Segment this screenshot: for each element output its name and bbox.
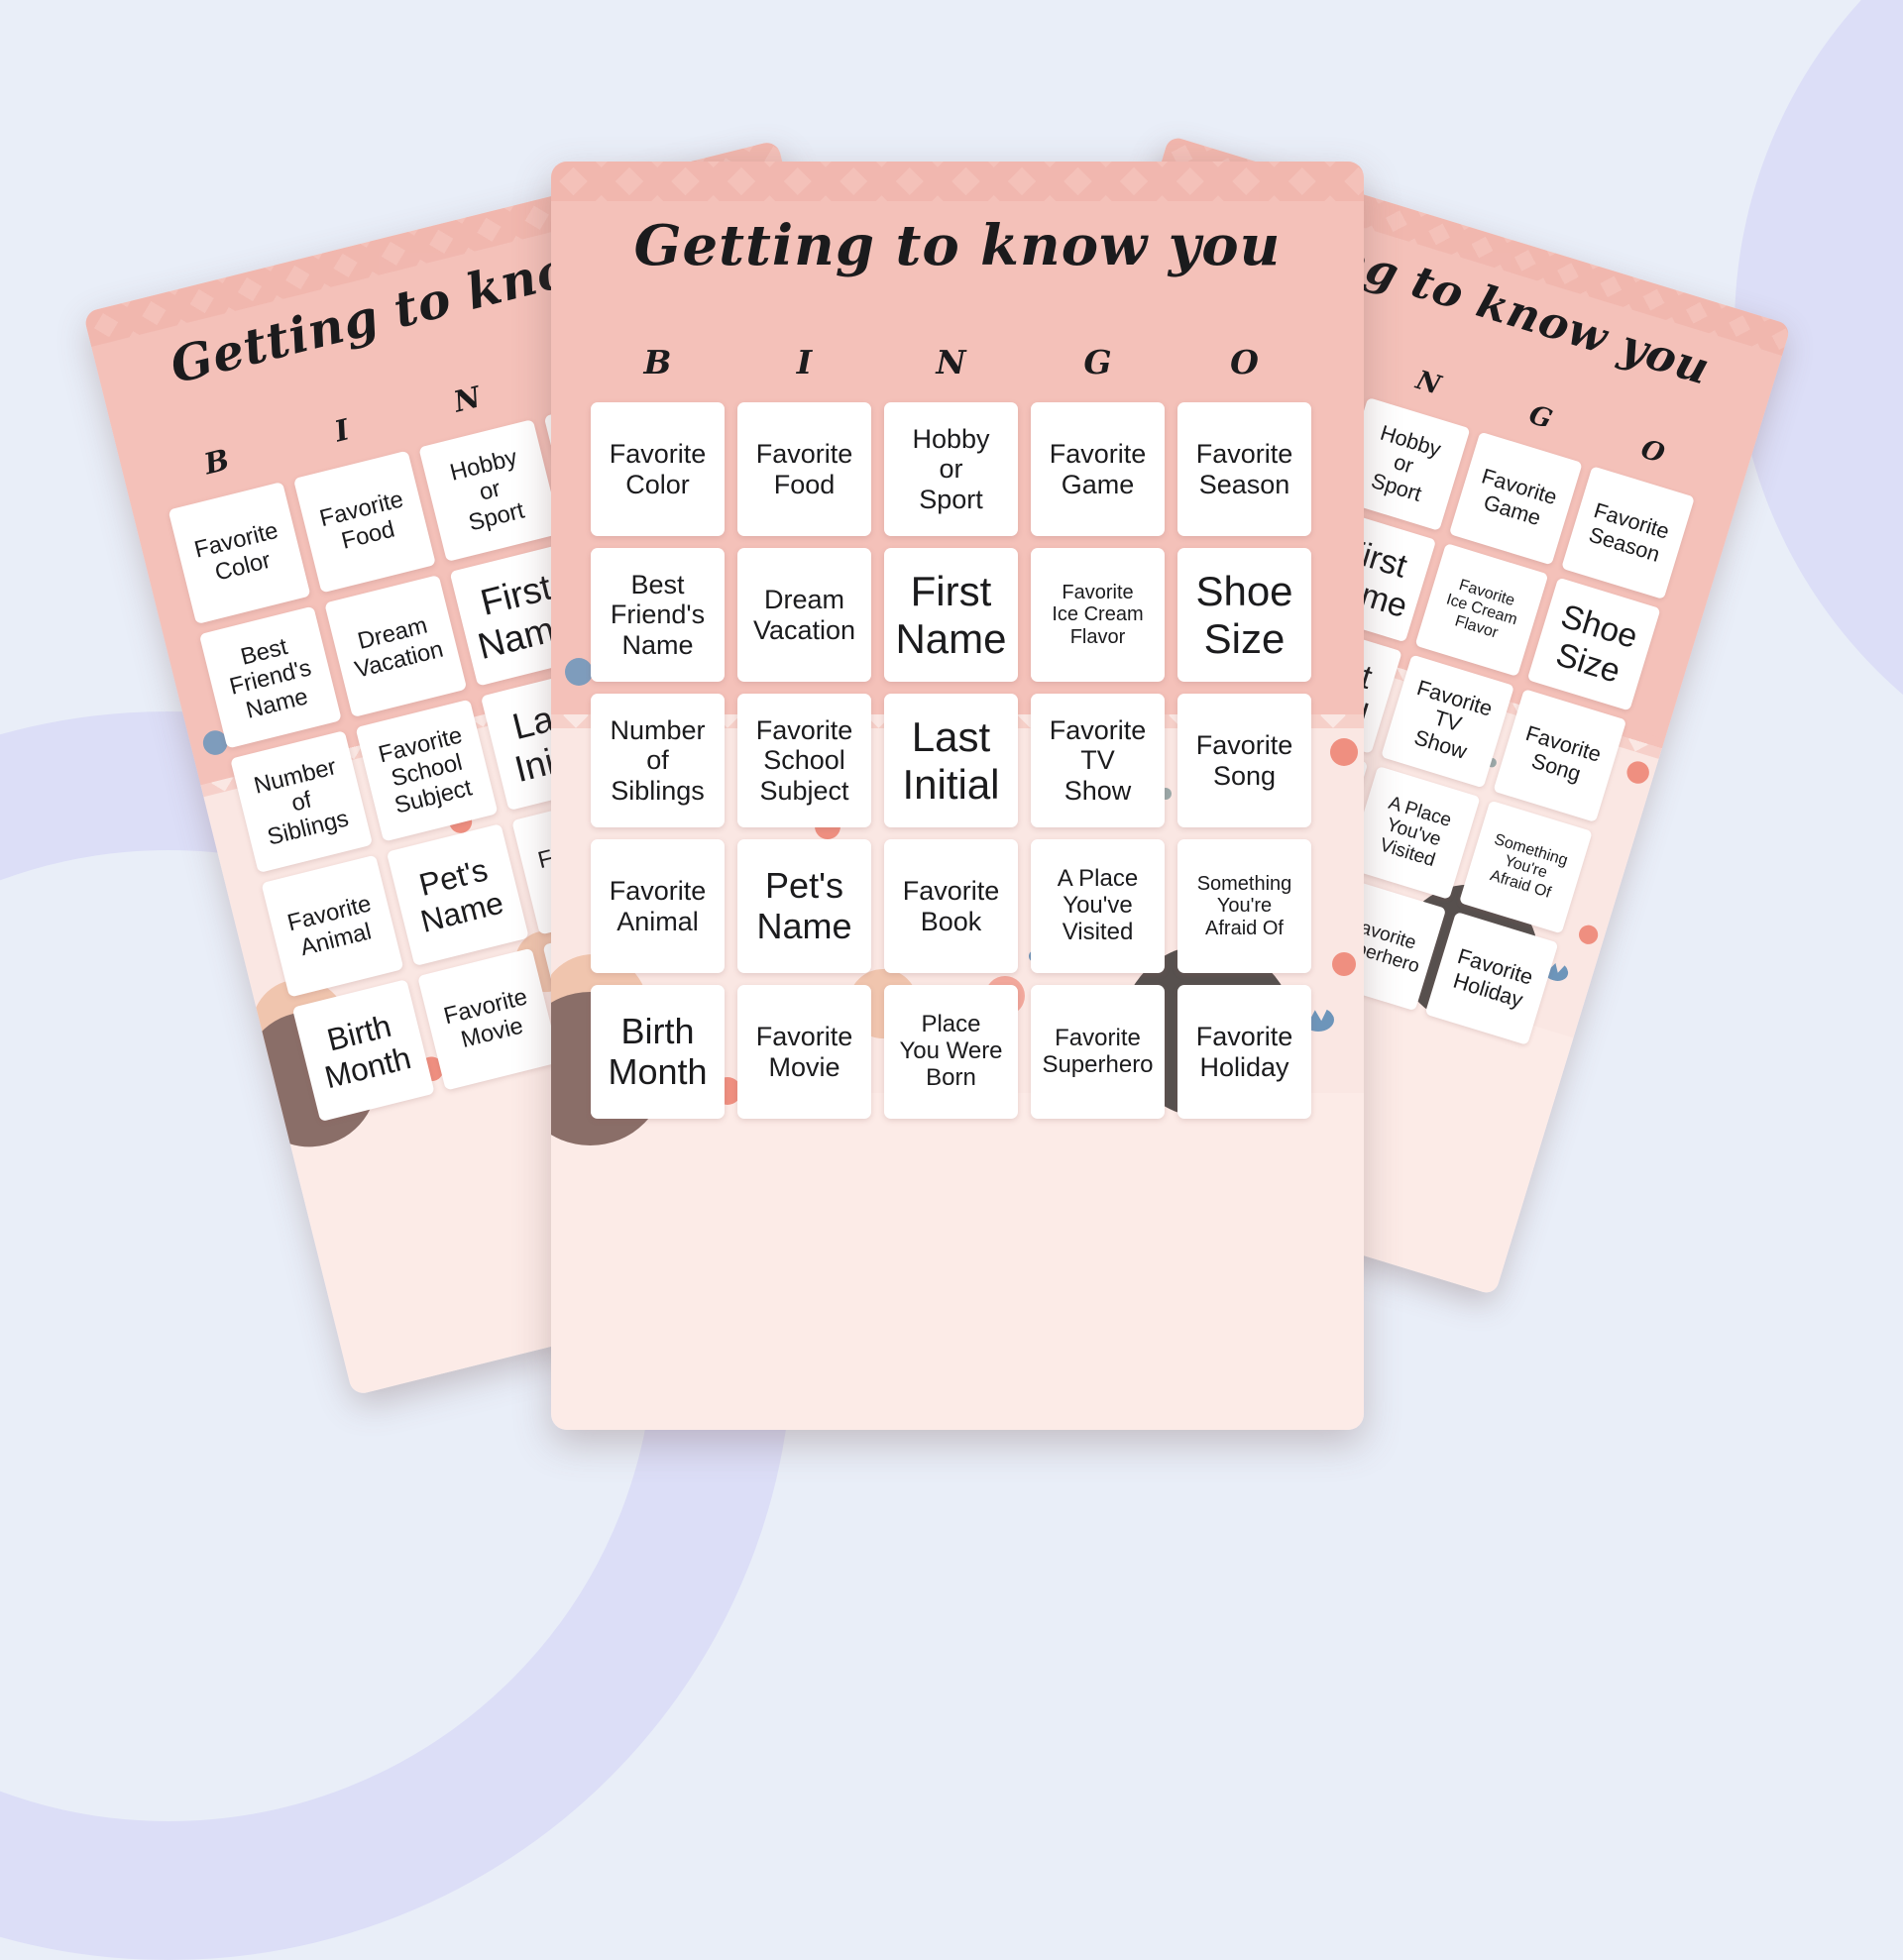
bingo-cell-label: Pet's Name (415, 851, 507, 939)
bingo-cell-label: Favorite Season (1195, 439, 1293, 499)
bingo-cell: Favorite Animal (591, 839, 725, 973)
bingo-cell: Dream Vacation (737, 548, 871, 682)
bingo-cell: Favorite Ice Cream Flavor (1031, 548, 1165, 682)
bingo-cell-label: Number of Siblings (251, 753, 352, 850)
bingo-cell-label: Favorite TV Show (1411, 675, 1496, 764)
bingo-letter: N (936, 343, 966, 381)
bingo-cell: Favorite TV Show (1031, 694, 1165, 827)
bingo-letter: G (1083, 343, 1112, 381)
bingo-cell: Favorite Food (737, 402, 871, 536)
bingo-cell: First Name (884, 548, 1018, 682)
bingo-cell-label: Shoe Size (1195, 568, 1293, 662)
bingo-cell: Favorite School Subject (737, 694, 871, 827)
bingo-cell: Favorite TV Show (1381, 654, 1514, 789)
bingo-cell-label: Favorite Color (191, 516, 281, 586)
bingo-cell: Pet's Name (386, 823, 529, 967)
bingo-cell: Favorite Book (884, 839, 1018, 973)
bingo-cell: Something You're Afraid Of (1177, 839, 1311, 973)
bingo-cell: Dream Vacation (324, 575, 468, 718)
bingo-cell: Favorite Superhero (1031, 985, 1165, 1119)
bingo-cell-label: Birth Month (608, 1011, 708, 1092)
bingo-cell-label: Dream Vacation (352, 611, 446, 683)
bingo-cell-label: A Place You've Visited (1377, 792, 1454, 871)
bingo-cell-label: Favorite School Subject (376, 721, 475, 818)
bingo-cell-label: Favorite Food (316, 486, 406, 554)
bingo-cell: Favorite Game (1031, 402, 1165, 536)
bingo-cell-label: Something You're Afraid Of (1488, 830, 1570, 902)
bingo-cell-label: Favorite School Subject (755, 715, 853, 806)
bingo-cell-label: Favorite Book (902, 876, 1000, 936)
confetti-dot-salmon (1332, 952, 1356, 976)
bingo-cell: Favorite Song (1177, 694, 1311, 827)
bingo-card-center[interactable]: Getting to know you B I N G O Favorite Color… (551, 162, 1364, 1430)
bingo-cell: Best Friend's Name (591, 548, 725, 682)
bingo-cell-label: Hobby or Sport (447, 444, 527, 536)
bingo-cell-label: Place You Were Born (899, 1011, 1003, 1091)
bingo-cell-label: Dream Vacation (752, 585, 856, 645)
confetti-dot-salmon (1330, 738, 1358, 766)
bingo-cell-label: Birth Month (320, 1007, 414, 1095)
bingo-cell: Favorite Holiday (1177, 985, 1311, 1119)
bingo-cell: Favorite Ice Cream Flavor (1414, 543, 1549, 677)
bingo-cell-label: Favorite Season (1586, 498, 1672, 567)
bingo-cell-label: Favorite Game (1049, 439, 1147, 499)
bingo-cell: Favorite Movie (737, 985, 871, 1119)
bingo-cell-label: Favorite Holiday (1450, 943, 1536, 1012)
bingo-cell-label: Favorite Ice Cream Flavor (1444, 576, 1519, 642)
bingo-cell: Shoe Size (1177, 548, 1311, 682)
bingo-letter: B (643, 343, 672, 381)
bingo-cell-label: Favorite Color (609, 439, 707, 499)
bingo-cell-label: Favorite Song (1522, 721, 1605, 786)
bingo-cell-label: Best Friend's Name (226, 633, 314, 723)
bingo-cell: Pet's Name (737, 839, 871, 973)
bingo-cell-label: Pet's Name (756, 865, 852, 946)
bingo-cell-label: Hobby or Sport (912, 424, 990, 514)
card-title: Getting to know you (633, 213, 1282, 278)
cards-layer: Getting to know you B I N G O Favorite Color… (82, 135, 1792, 1430)
bingo-cell-label: Hobby or Sport (1368, 420, 1444, 506)
bingo-cell: Favorite Season (1177, 402, 1311, 536)
bingo-cell-label: Favorite Game (1479, 464, 1560, 530)
bingo-cell-label: Favorite Movie (755, 1022, 853, 1082)
bingo-cell: A Place You've Visited (1346, 765, 1481, 900)
bingo-cell-label: Last Initial (902, 713, 1000, 808)
zigzag-top-border (551, 162, 1364, 201)
bingo-cell: Hobby or Sport (884, 402, 1018, 536)
bingo-cell: Birth Month (591, 985, 725, 1119)
bingo-cell-label: Shoe Size (1551, 597, 1642, 690)
bingo-cell-label: Favorite Song (1195, 730, 1293, 791)
bingo-grid: Favorite Color Favorite Food Hobby or Spor… (591, 402, 1311, 1119)
confetti-dot-blue (565, 658, 593, 686)
bingo-cell-label: Number of Siblings (610, 715, 706, 806)
bingo-cell-label: Best Friend's Name (610, 570, 706, 660)
bingo-cell-label: Favorite Superhero (1042, 1024, 1154, 1078)
bingo-cell-label: Favorite Ice Cream Flavor (1052, 581, 1144, 648)
bingo-cell-label: Something You're Afraid Of (1196, 872, 1292, 939)
bingo-cell: Favorite School Subject (355, 699, 499, 842)
bingo-cell-label: Favorite Animal (609, 876, 707, 936)
bingo-cell-label: A Place You've Visited (1057, 865, 1139, 945)
bingo-cell: Number of Siblings (591, 694, 725, 827)
bingo-cell: Place You Were Born (884, 985, 1018, 1119)
bingo-cell-label: Favorite Animal (284, 890, 375, 961)
bingo-cell: Favorite Color (591, 402, 725, 536)
bingo-cell-label: Favorite Food (755, 439, 853, 499)
bingo-cell: Last Initial (884, 694, 1018, 827)
bingo-letter: O (1230, 343, 1259, 381)
bingo-letter: I (796, 343, 813, 381)
bingo-cell-label: Favorite Holiday (1195, 1022, 1293, 1082)
bingo-cell-label: First Name (895, 568, 1007, 662)
bingo-cell-label: Favorite TV Show (1049, 715, 1147, 806)
bingo-cell: A Place You've Visited (1031, 839, 1165, 973)
bingo-cell-label: Favorite Movie (441, 983, 530, 1052)
